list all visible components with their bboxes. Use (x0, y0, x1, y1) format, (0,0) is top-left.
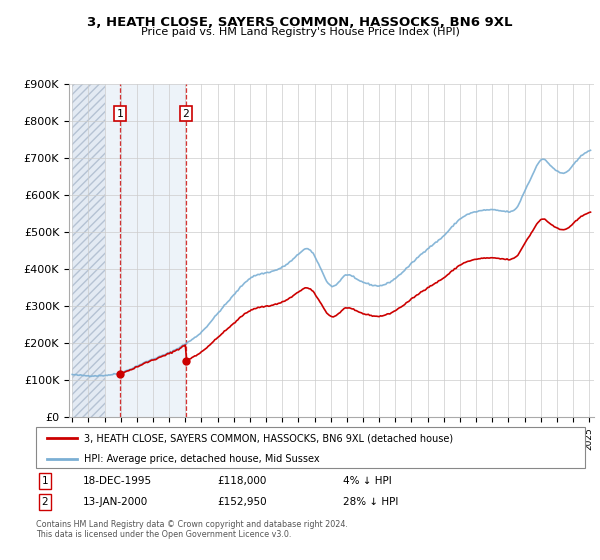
Text: 18-DEC-1995: 18-DEC-1995 (83, 476, 152, 486)
Text: 3, HEATH CLOSE, SAYERS COMMON, HASSOCKS, BN6 9XL: 3, HEATH CLOSE, SAYERS COMMON, HASSOCKS,… (87, 16, 513, 29)
Text: Contains HM Land Registry data © Crown copyright and database right 2024.
This d: Contains HM Land Registry data © Crown c… (36, 520, 348, 539)
Text: 1: 1 (116, 109, 124, 119)
Text: HPI: Average price, detached house, Mid Sussex: HPI: Average price, detached house, Mid … (85, 454, 320, 464)
Text: Price paid vs. HM Land Registry's House Price Index (HPI): Price paid vs. HM Land Registry's House … (140, 27, 460, 37)
Bar (104, 84, 186, 417)
Text: 2: 2 (41, 497, 48, 507)
Text: 4% ↓ HPI: 4% ↓ HPI (343, 476, 392, 486)
Text: 13-JAN-2000: 13-JAN-2000 (83, 497, 148, 507)
Text: 1: 1 (41, 476, 48, 486)
Text: 2: 2 (182, 109, 190, 119)
Text: £152,950: £152,950 (217, 497, 267, 507)
Text: 3, HEATH CLOSE, SAYERS COMMON, HASSOCKS, BN6 9XL (detached house): 3, HEATH CLOSE, SAYERS COMMON, HASSOCKS,… (85, 433, 454, 443)
Text: £118,000: £118,000 (217, 476, 266, 486)
Text: 28% ↓ HPI: 28% ↓ HPI (343, 497, 399, 507)
Bar (72, 84, 104, 417)
